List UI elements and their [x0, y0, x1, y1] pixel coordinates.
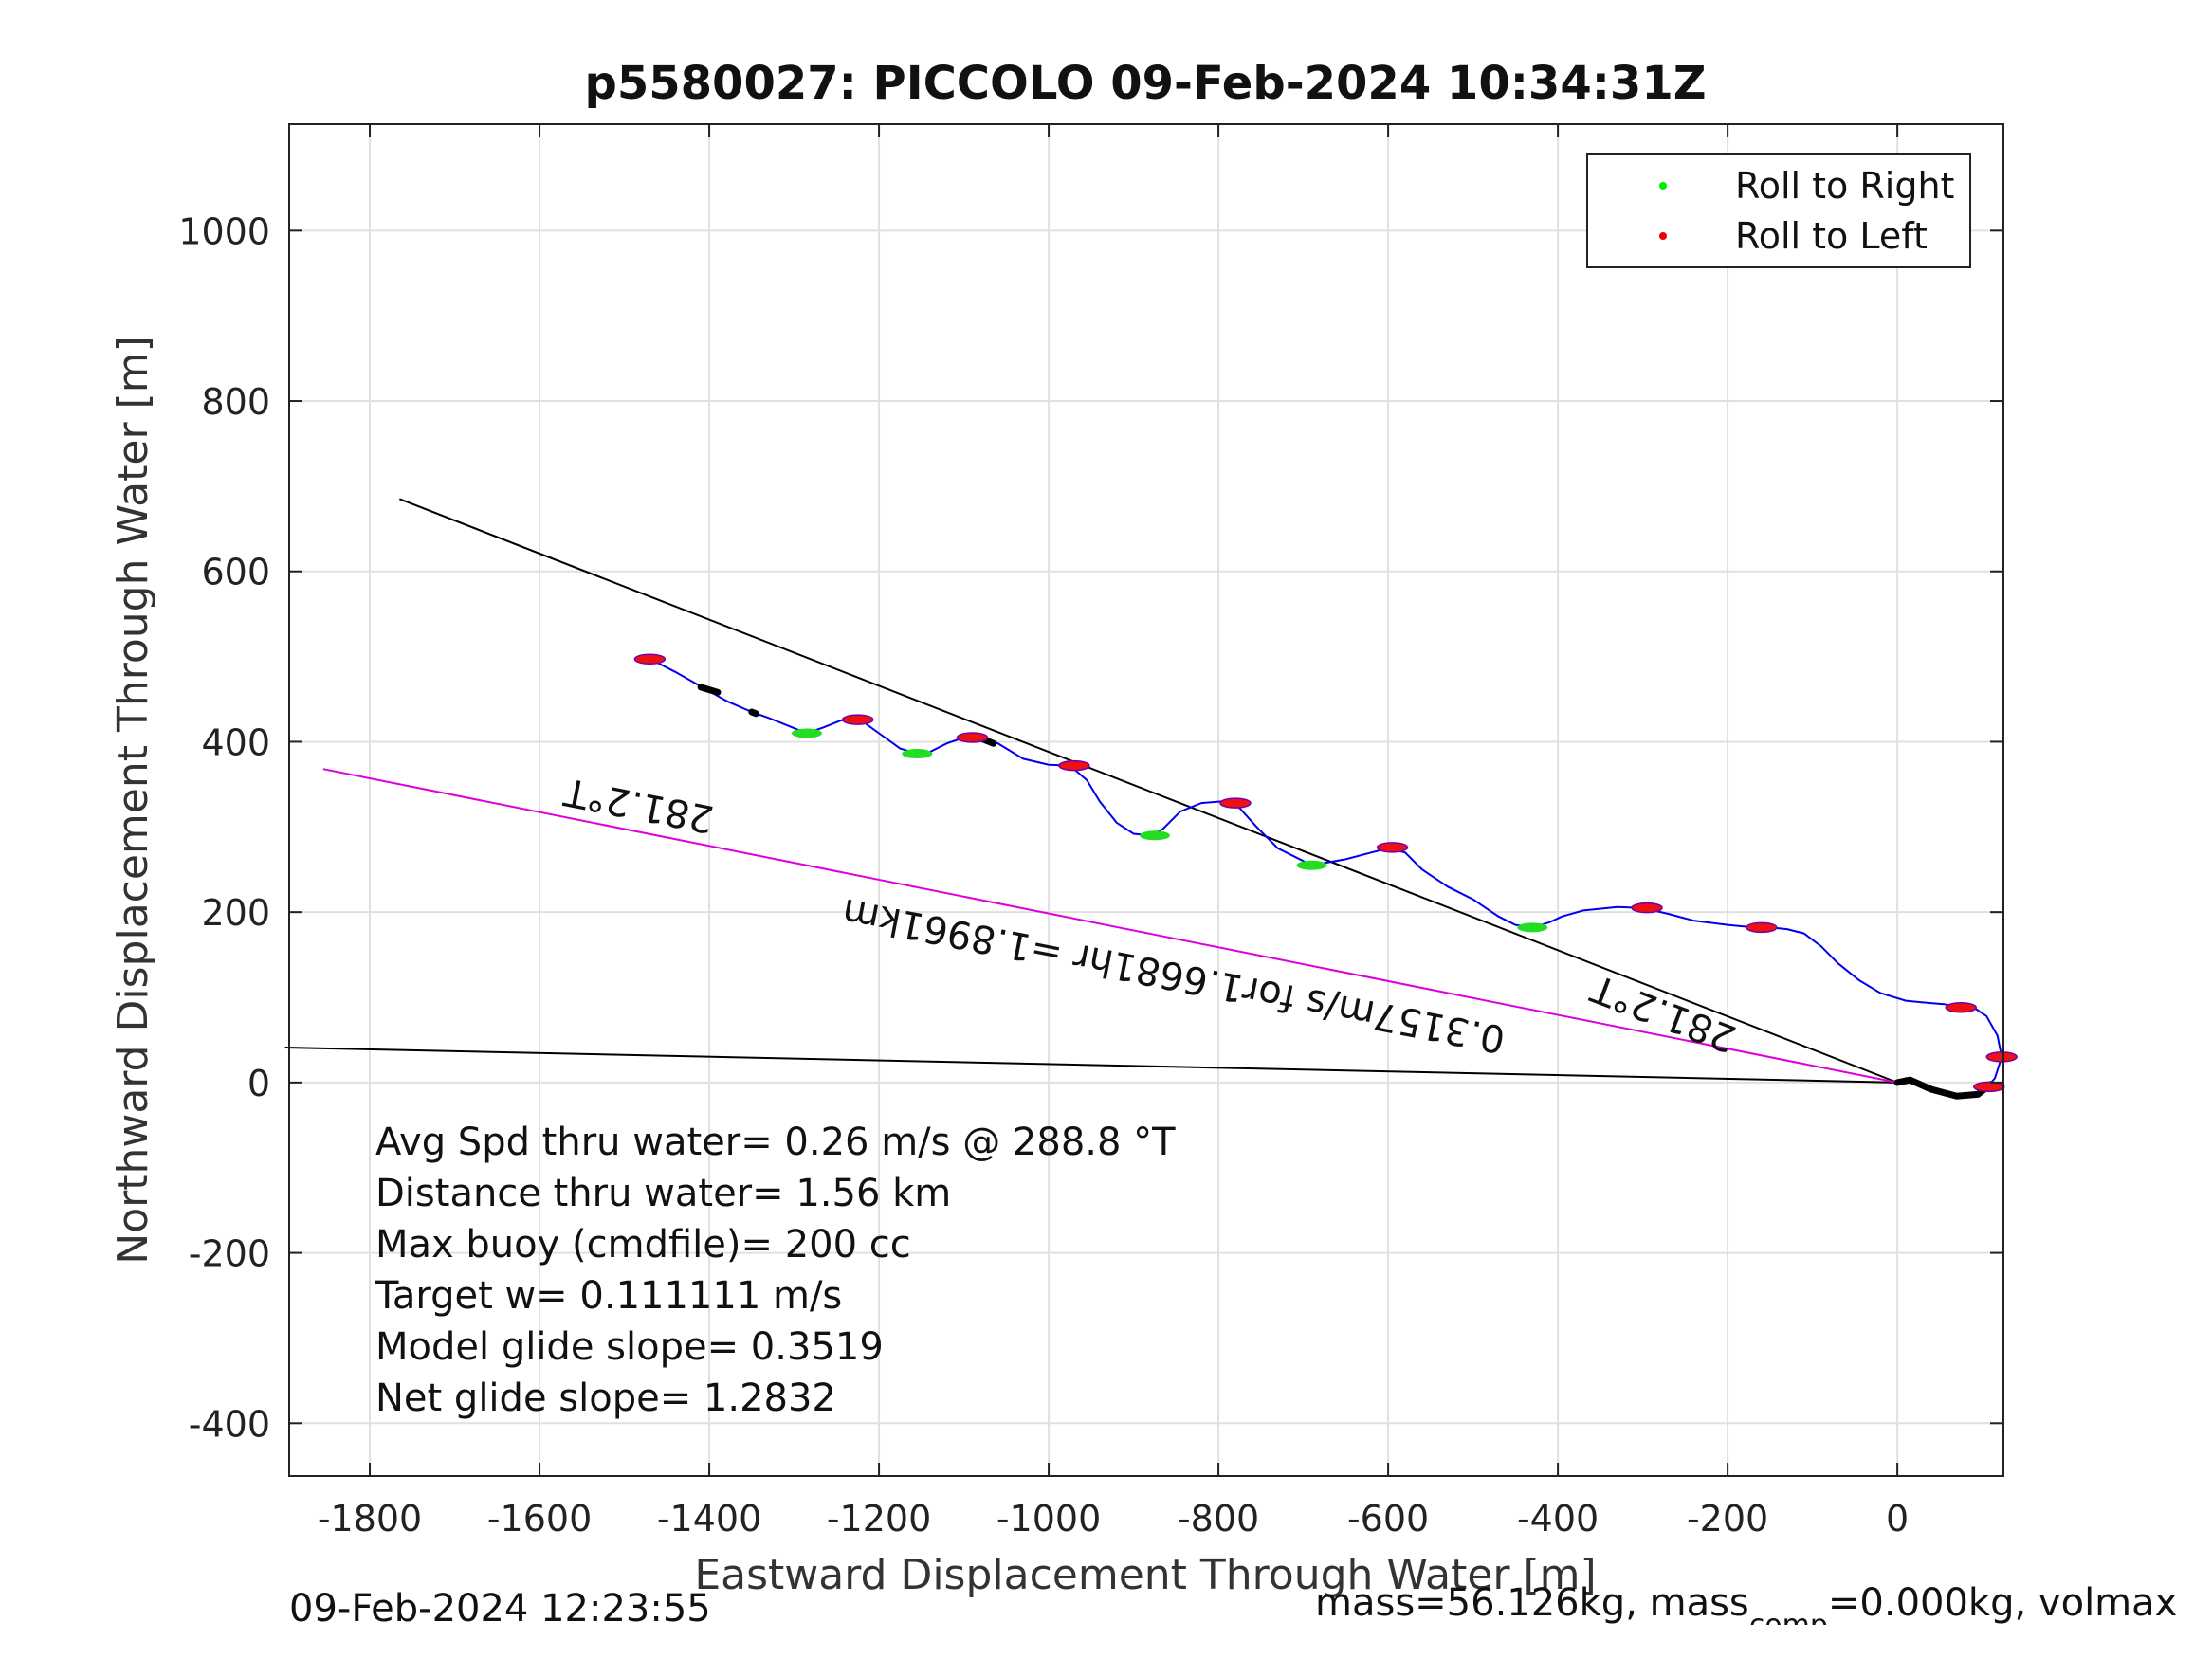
- x-axis-label: Eastward Displacement Through Water [m]: [694, 1551, 1596, 1599]
- x-tick-label: 0: [1886, 1498, 1909, 1540]
- footer-mass-suffix: =0.000kg, volmax: [1827, 1581, 2178, 1625]
- track-black-segment: [748, 708, 759, 718]
- bearing-line: [322, 768, 1898, 1084]
- y-axis-label: Northward Displacement Through Water [m]: [109, 336, 157, 1264]
- annotation-text: 281.2°T: [1585, 965, 1742, 1060]
- footer-timestamp: 09-Feb-2024 12:23:55: [289, 1587, 711, 1631]
- stats-line: Max buoy (cmdfile)= 200 cc: [375, 1223, 911, 1267]
- stats-line: Target w= 0.111111 m/s: [375, 1274, 842, 1318]
- x-tick-label: -1200: [827, 1498, 931, 1540]
- legend: Roll to Right Roll to Left: [1586, 153, 1971, 268]
- roll-left-marker: [1631, 902, 1663, 914]
- roll-right-marker: [1296, 860, 1327, 870]
- x-tick-label: -1800: [318, 1498, 422, 1540]
- bearing-lines: [284, 498, 1898, 1084]
- roll-left-marker: [956, 732, 989, 743]
- legend-label-roll-left: Roll to Left: [1735, 215, 1928, 257]
- x-tick-label: -200: [1687, 1498, 1768, 1540]
- x-tick-label: -600: [1347, 1498, 1429, 1540]
- chart-title: p5580027: PICCOLO 09-Feb-2024 10:34:31Z: [584, 57, 1706, 110]
- x-tick-label: -400: [1517, 1498, 1599, 1540]
- bearing-line: [284, 1047, 1898, 1084]
- grid: [289, 124, 2003, 1476]
- legend-label-roll-right: Roll to Right: [1735, 165, 1954, 207]
- y-tick-label: 200: [201, 892, 270, 934]
- y-tick-label: 400: [201, 721, 270, 763]
- plot-area: [288, 123, 2004, 1477]
- annotation-text: 281.2°T: [560, 769, 717, 841]
- legend-box: [1586, 153, 1971, 268]
- roll-right-marker: [902, 749, 933, 759]
- track-black-segment: [697, 684, 722, 696]
- stats-line: Avg Spd thru water= 0.26 m/s @ 288.8 °T: [375, 1121, 1176, 1164]
- stats-line: Model glide slope= 0.3519: [375, 1325, 884, 1369]
- roll-left-marker: [1985, 1051, 2018, 1063]
- stats-line: Net glide slope= 1.2832: [375, 1376, 836, 1420]
- roll-right-marker: [791, 728, 822, 738]
- y-tick-label: 1000: [178, 210, 270, 252]
- roll-left-marker: [1058, 759, 1090, 772]
- track-black-segment: [1893, 1076, 1995, 1100]
- legend-marker-roll-right: [1659, 182, 1667, 190]
- stats-block: Avg Spd thru water= 0.26 m/s @ 288.8 °T D…: [375, 1121, 1176, 1420]
- footer-mass: mass=56.126kg, masscomp=0.000kg, volmax: [1315, 1581, 2212, 1625]
- footer-mass-sub: comp: [1749, 1609, 1828, 1625]
- footer-mass-prefix: mass=56.126kg, mass: [1315, 1581, 1749, 1625]
- x-tick-label: -1600: [487, 1498, 592, 1540]
- y-tick-label: 800: [201, 381, 270, 423]
- roll-right-marker: [1517, 922, 1548, 933]
- axis-ticks: -1800 -1600 -1400 -1200 -1000 -800 -600 -400 -20…: [178, 124, 2003, 1540]
- legend-marker-roll-left: [1659, 232, 1667, 240]
- annotation-text: 0.3157m/s for1.6681hr =1.8961km: [838, 889, 1508, 1061]
- bearing-line: [398, 498, 1898, 1084]
- roll-left-marker: [1376, 842, 1409, 853]
- y-tick-label: 600: [201, 552, 270, 593]
- y-tick-label: -400: [189, 1403, 270, 1445]
- roll-left-marker: [633, 653, 667, 665]
- x-tick-label: -800: [1178, 1498, 1259, 1540]
- roll-left-marker: [1746, 921, 1778, 934]
- roll-left-marker: [1219, 797, 1252, 809]
- y-tick-label: -200: [189, 1233, 270, 1275]
- roll-left-marker: [1945, 1002, 1977, 1013]
- x-tick-label: -1400: [657, 1498, 761, 1540]
- y-tick-label: 0: [247, 1063, 270, 1104]
- roll-left-marker: [841, 714, 874, 725]
- stats-line: Distance thru water= 1.56 km: [375, 1172, 951, 1215]
- roll-markers: [633, 653, 2018, 1093]
- roll-right-marker: [1139, 830, 1170, 841]
- x-tick-label: -1000: [996, 1498, 1101, 1540]
